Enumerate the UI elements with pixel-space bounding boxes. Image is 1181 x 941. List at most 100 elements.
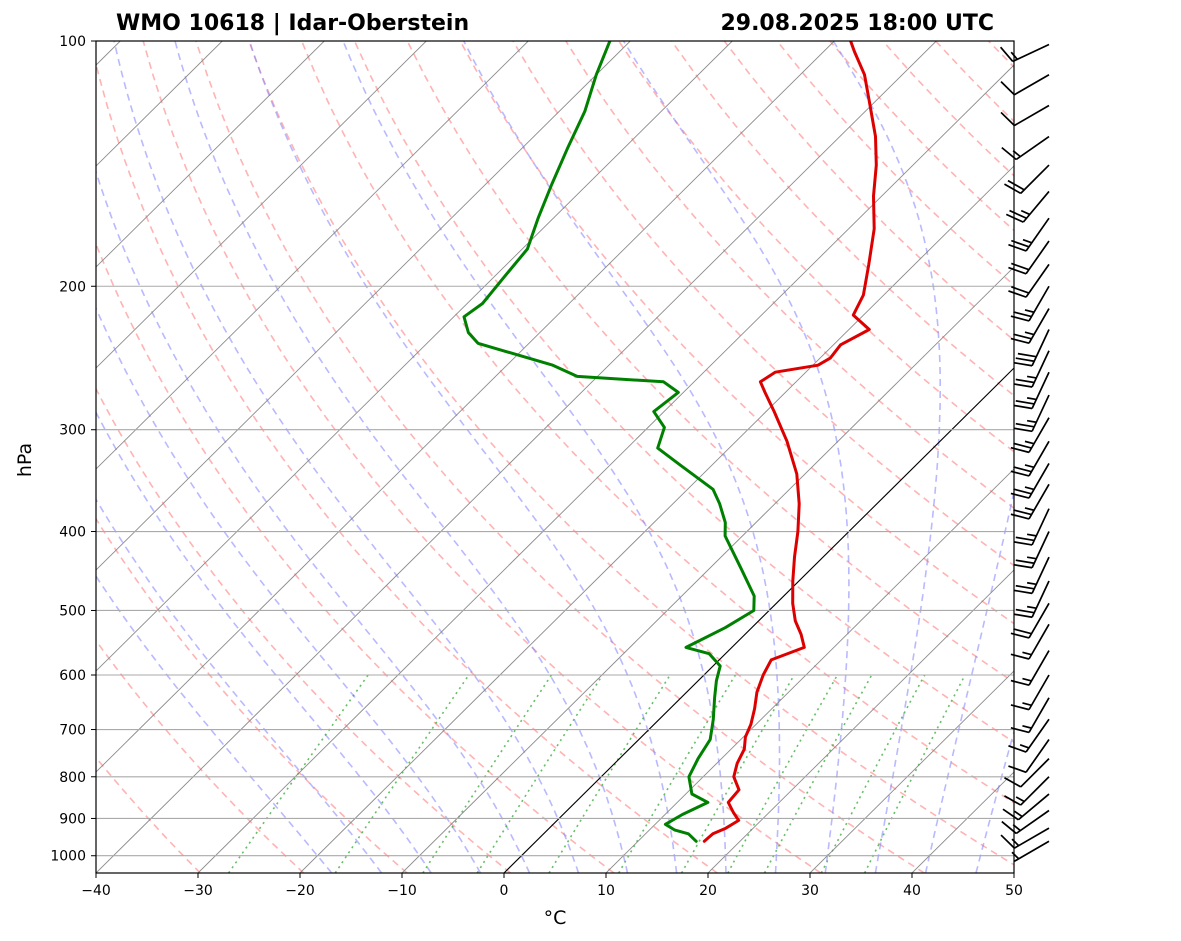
wind-barb bbox=[1010, 417, 1050, 454]
x-tick-label: −20 bbox=[285, 883, 315, 899]
mixing-ratio-line-5 bbox=[618, 674, 737, 873]
wind-barb bbox=[1013, 371, 1050, 410]
y-tick-label: 300 bbox=[59, 423, 86, 439]
dry-adiabat-14 bbox=[565, 41, 1014, 510]
temperature-profile bbox=[702, 41, 878, 843]
mixing-ratio-line-6 bbox=[680, 674, 795, 873]
wind-barbs bbox=[999, 43, 1050, 863]
dry-adiabat-10 bbox=[353, 41, 1014, 744]
x-tick-label: 10 bbox=[597, 883, 615, 899]
wind-barb bbox=[1001, 135, 1050, 161]
dry-adiabat-8 bbox=[248, 41, 1014, 866]
dry-adiabat-18 bbox=[776, 41, 1014, 287]
plot-frame bbox=[95, 40, 1015, 874]
wind-barb bbox=[1010, 697, 1050, 734]
wind-barb bbox=[1010, 308, 1050, 345]
y-tick-label: 200 bbox=[59, 279, 86, 295]
wind-barb bbox=[1013, 580, 1050, 619]
wind-barb bbox=[1010, 463, 1050, 499]
y-tick-label: 500 bbox=[59, 603, 86, 619]
isotherm bbox=[96, 41, 325, 268]
isotherm bbox=[401, 266, 1014, 873]
dry-adiabat-7 bbox=[195, 41, 925, 873]
dry-adiabat-4 bbox=[96, 241, 615, 873]
dry-adiabat-3 bbox=[96, 387, 512, 873]
wind-barb bbox=[1004, 776, 1050, 806]
wind-barb bbox=[1000, 104, 1050, 127]
wind-barb bbox=[1008, 263, 1050, 298]
x-tick-label: −10 bbox=[387, 883, 417, 899]
moist-adiabat-4 bbox=[96, 169, 531, 873]
isotherm bbox=[96, 41, 937, 873]
x-tick-label: 0 bbox=[500, 883, 509, 899]
wind-barb bbox=[1010, 285, 1050, 322]
mixing-ratio-line-2 bbox=[422, 674, 553, 873]
dry-adiabat-21 bbox=[935, 41, 1014, 123]
wind-barb bbox=[1013, 508, 1050, 546]
wind-barb bbox=[999, 43, 1050, 63]
y-axis-label: hPa bbox=[14, 443, 36, 477]
mixing-ratio-line-7 bbox=[727, 674, 839, 873]
mixing-ratio-line-0 bbox=[227, 674, 369, 873]
moist-adiabat-10 bbox=[622, 41, 850, 873]
moist-adiabat-1 bbox=[96, 498, 383, 873]
dry-adiabat-16 bbox=[670, 41, 1014, 397]
y-tick-label: 700 bbox=[59, 723, 86, 739]
mixing-ratio-line-3 bbox=[476, 674, 604, 873]
x-tick-label: 50 bbox=[1005, 883, 1023, 899]
isotherm bbox=[96, 41, 733, 672]
isotherm bbox=[707, 569, 1014, 873]
moist-adiabat-0 bbox=[96, 574, 333, 873]
y-tick-label: 100 bbox=[59, 34, 86, 50]
mixing-ratio-line-10 bbox=[863, 674, 966, 873]
series-layer bbox=[462, 41, 878, 843]
isotherm bbox=[809, 670, 1014, 873]
y-tick-label: 600 bbox=[59, 668, 86, 684]
zero-isotherm bbox=[503, 367, 1014, 873]
wind-barb bbox=[1010, 623, 1050, 660]
wind-barb bbox=[1013, 556, 1050, 595]
wind-barb bbox=[1010, 674, 1050, 711]
chart-title-left: WMO 10618 | Idar-Oberstein bbox=[116, 11, 469, 36]
isotherm bbox=[96, 41, 427, 369]
wind-barb bbox=[1004, 164, 1050, 195]
moist-adiabat-13 bbox=[975, 729, 1014, 873]
isotherm bbox=[197, 64, 1014, 873]
moist-adiabat-3 bbox=[96, 306, 482, 873]
wind-barb bbox=[1013, 350, 1050, 388]
wind-barb bbox=[1008, 739, 1050, 774]
moist-adiabat-2 bbox=[96, 410, 432, 873]
y-tick-label: 1000 bbox=[50, 849, 86, 865]
dry-adiabat-23 bbox=[1041, 41, 1181, 873]
mixing-ratio-line-4 bbox=[548, 674, 671, 873]
x-tick-label: 20 bbox=[699, 883, 717, 899]
isotherm bbox=[96, 41, 529, 470]
x-tick-label: 40 bbox=[903, 883, 921, 899]
dry-adiabat-9 bbox=[300, 41, 1014, 804]
wind-barb bbox=[1010, 650, 1050, 687]
moist-adiabat-5 bbox=[113, 41, 580, 873]
dry-adiabat-11 bbox=[406, 41, 1014, 684]
moist-adiabat-11 bbox=[832, 41, 941, 873]
mixing-ratio-line-1 bbox=[334, 674, 470, 873]
wind-barb bbox=[1011, 840, 1050, 863]
wind-barb bbox=[1013, 329, 1050, 367]
isotherm bbox=[96, 41, 631, 571]
dry-adiabat-24 bbox=[1094, 41, 1181, 873]
moist-adiabat-12 bbox=[924, 487, 1014, 873]
wind-barb bbox=[1008, 217, 1050, 252]
dry-adiabat-6 bbox=[142, 41, 822, 873]
dry-adiabat-13 bbox=[512, 41, 1014, 567]
moist-adiabat-8 bbox=[342, 41, 727, 873]
wind-barb bbox=[1004, 758, 1050, 788]
wind-barb bbox=[1000, 827, 1050, 849]
dry-adiabat-19 bbox=[829, 41, 1014, 232]
y-tick-label: 900 bbox=[59, 811, 86, 827]
dry-adiabat-5 bbox=[96, 60, 718, 873]
x-tick-label: −30 bbox=[183, 883, 213, 899]
y-tick-label: 400 bbox=[59, 525, 86, 541]
wind-barb bbox=[1000, 73, 1050, 96]
wind-barb bbox=[1005, 190, 1050, 223]
wind-barb bbox=[1010, 602, 1050, 639]
